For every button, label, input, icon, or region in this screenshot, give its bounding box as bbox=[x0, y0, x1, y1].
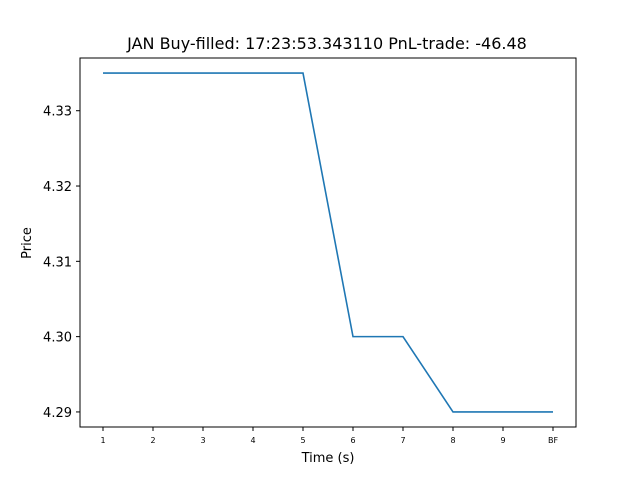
y-axis-ticks: 4.29 4.30 4.31 4.32 4.33 bbox=[43, 105, 80, 421]
x-tick-label: 6 bbox=[350, 436, 355, 445]
y-tick-label: 4.30 bbox=[43, 331, 72, 346]
plot-frame bbox=[79, 57, 577, 428]
y-tick-label: 4.29 bbox=[43, 406, 72, 421]
x-tick-label: 3 bbox=[200, 436, 205, 445]
y-tick-label: 4.32 bbox=[43, 180, 72, 195]
x-tick-label: 4 bbox=[250, 436, 255, 445]
chart-title: JAN Buy-filled: 17:23:53.343110 PnL-trad… bbox=[126, 34, 527, 53]
x-tick-label: 1 bbox=[100, 436, 105, 445]
x-axis-ticks: 1 2 3 4 5 6 7 8 9 BF bbox=[100, 427, 558, 445]
x-tick-label: 2 bbox=[150, 436, 155, 445]
x-axis-label: Time (s) bbox=[301, 451, 355, 466]
x-tick-label: 9 bbox=[500, 436, 505, 445]
plot-area bbox=[80, 58, 576, 427]
x-tick-label: BF bbox=[548, 436, 558, 445]
y-axis-label: Price bbox=[20, 227, 35, 259]
y-tick-label: 4.31 bbox=[43, 255, 72, 270]
x-tick-label: 7 bbox=[400, 436, 405, 445]
series-line bbox=[103, 72, 553, 413]
y-tick-label: 4.33 bbox=[43, 105, 72, 120]
x-tick-label: 8 bbox=[450, 436, 455, 445]
x-tick-label: 5 bbox=[300, 436, 305, 445]
